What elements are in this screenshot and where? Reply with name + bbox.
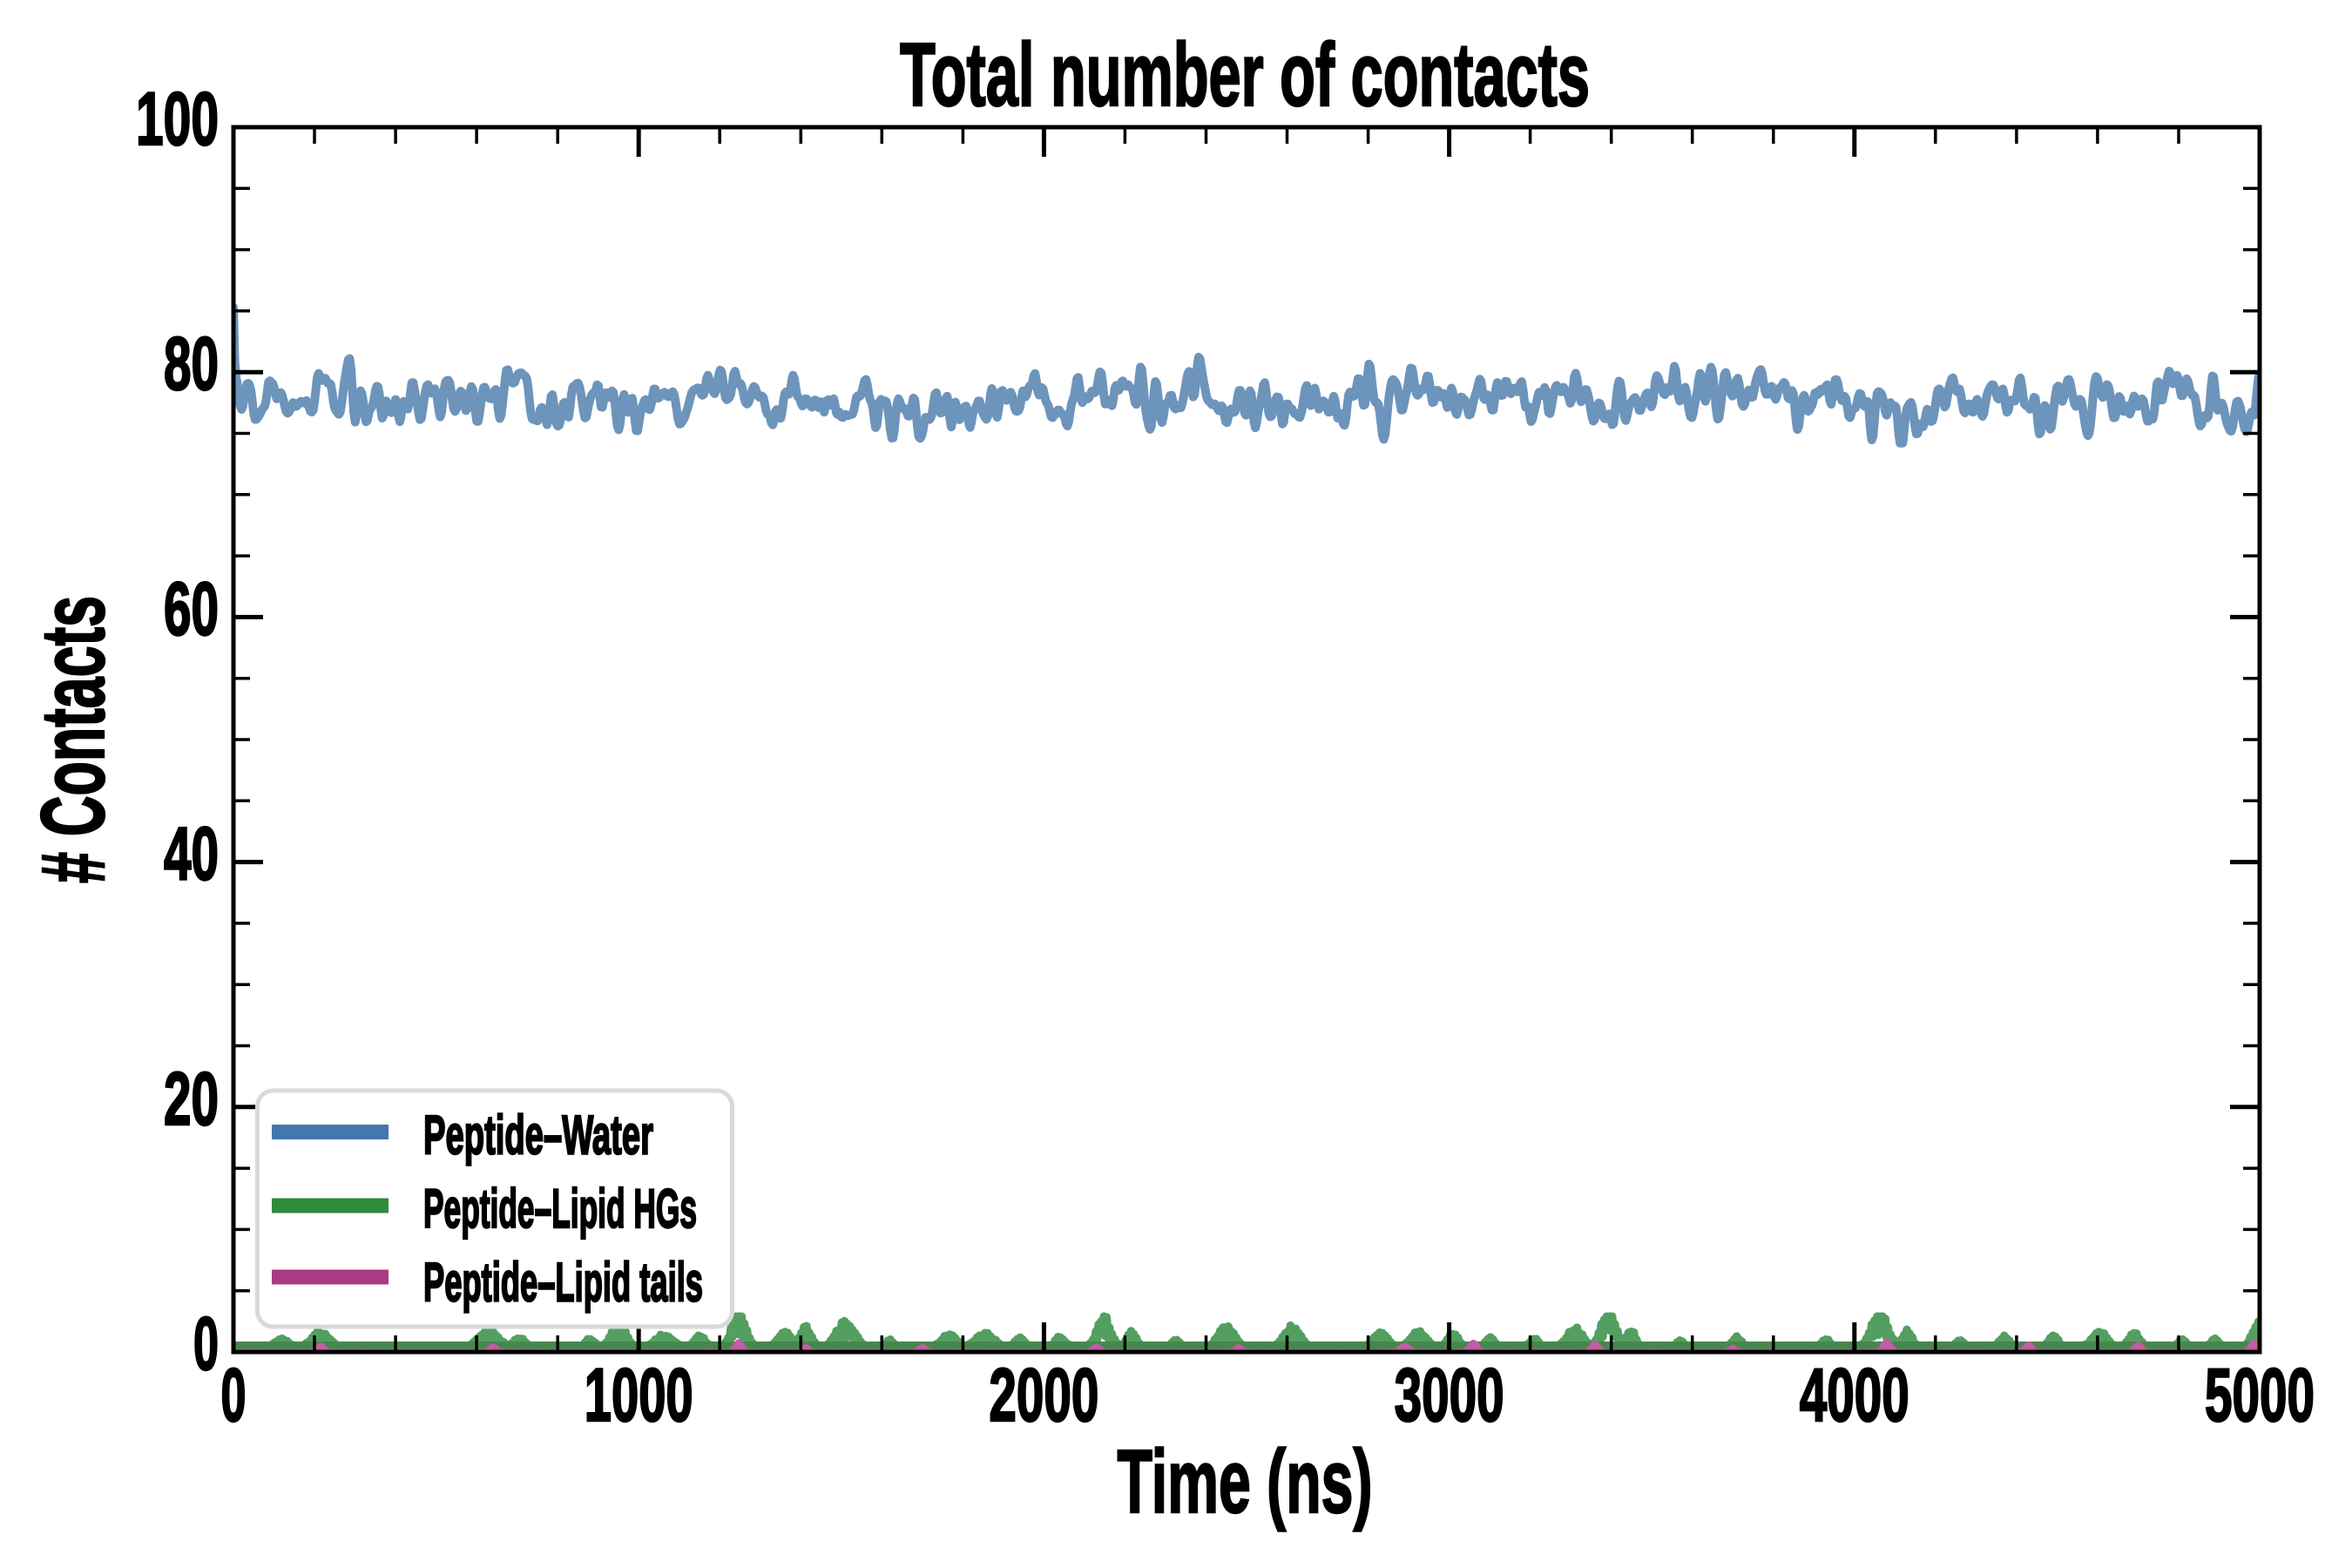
svg-text:1000: 1000 — [585, 1354, 693, 1437]
svg-text:3000: 3000 — [1395, 1354, 1504, 1437]
svg-text:Time (ns): Time (ns) — [1118, 1431, 1373, 1531]
svg-text:0: 0 — [193, 1302, 219, 1386]
svg-text:Peptide–Water: Peptide–Water — [423, 1105, 653, 1166]
svg-text:Peptide–Lipid HGs: Peptide–Lipid HGs — [423, 1179, 697, 1240]
svg-text:Peptide–Lipid tails: Peptide–Lipid tails — [423, 1253, 703, 1314]
svg-text:20: 20 — [164, 1058, 219, 1141]
svg-text:4000: 4000 — [1800, 1354, 1909, 1437]
svg-text:# Contacts: # Contacts — [23, 596, 123, 883]
svg-text:5000: 5000 — [2205, 1354, 2315, 1437]
svg-text:100: 100 — [136, 78, 219, 161]
svg-text:80: 80 — [164, 322, 219, 406]
svg-text:0: 0 — [221, 1354, 247, 1437]
svg-text:Total number of contacts: Total number of contacts — [900, 24, 1590, 125]
svg-text:60: 60 — [164, 567, 219, 651]
svg-text:2000: 2000 — [989, 1354, 1098, 1437]
svg-text:40: 40 — [164, 813, 219, 896]
